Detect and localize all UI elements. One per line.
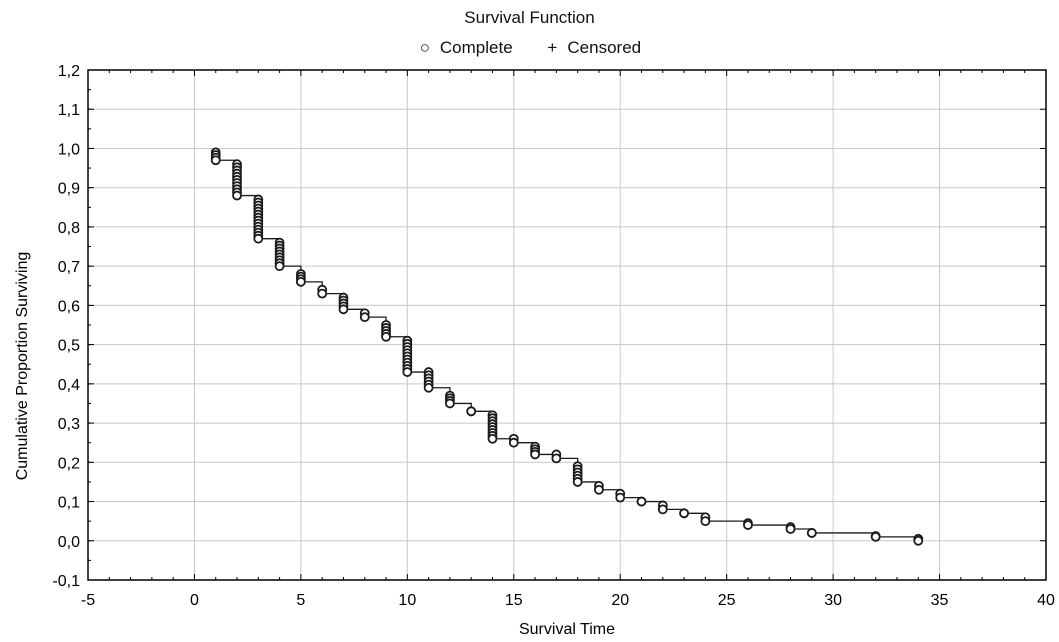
complete-point: [551, 453, 562, 464]
x-tick-label: 40: [1037, 592, 1055, 609]
complete-point: [806, 528, 817, 538]
y-tick-label: 0,1: [58, 495, 80, 512]
x-tick-label: 0: [190, 592, 199, 609]
complete-point: [381, 331, 391, 342]
y-tick-label: 0,6: [58, 298, 80, 315]
plus-marker-icon: +: [547, 38, 558, 57]
complete-point: [445, 398, 455, 409]
complete-point: [295, 276, 306, 287]
complete-point: [232, 190, 242, 201]
x-tick-label: 20: [611, 592, 629, 609]
complete-point: [338, 304, 349, 315]
complete-point: [594, 484, 604, 495]
legend: ○ Complete + Censored: [0, 38, 1059, 58]
legend-label-censored: Censored: [567, 38, 642, 57]
complete-point: [572, 477, 583, 487]
complete-point: [615, 492, 626, 503]
x-tick-label: 35: [931, 592, 949, 609]
legend-label-complete: Complete: [439, 38, 513, 57]
grid-lines: [88, 70, 1046, 580]
y-tick-label: 1,2: [58, 63, 80, 80]
data-markers: [210, 147, 924, 546]
y-tick-label: 0,9: [58, 181, 80, 198]
y-tick-labels: -0,1 0,0 0,1 0,2 0,3 0,4 0,5 0,6 0,7 0,8 0,9 1,0 1,1…: [52, 63, 80, 590]
x-tick-labels: -5 0 5 10 15 20 25 30 35 40: [81, 592, 1055, 609]
y-axis-label: Cumulative Proportion Surviving: [14, 252, 31, 481]
complete-point: [487, 433, 498, 444]
y-tick-label: 1,1: [58, 102, 80, 119]
plot-frame: [87, 69, 1047, 581]
complete-point: [785, 524, 796, 534]
complete-point: [423, 382, 434, 393]
x-axis-label: Survival Time: [519, 621, 615, 638]
y-tick-label: 0,8: [58, 220, 80, 237]
x-tick-label: 15: [505, 592, 523, 609]
complete-point: [253, 233, 264, 244]
survival-step-line: [215, 152, 919, 541]
complete-point: [530, 449, 540, 460]
axis-ticks: [87, 69, 1047, 581]
complete-point: [359, 312, 370, 323]
complete-point: [210, 155, 221, 166]
complete-point: [508, 437, 519, 448]
circle-marker-icon: ○: [419, 38, 431, 57]
y-tick-label: 0,4: [58, 377, 80, 394]
y-tick-label: 0,2: [58, 455, 80, 472]
complete-point: [636, 496, 647, 507]
legend-item-censored: + Censored: [545, 38, 641, 58]
complete-point: [913, 535, 924, 546]
y-tick-label: 0,0: [58, 534, 80, 551]
y-tick-label: 1,0: [58, 141, 80, 158]
x-tick-label: 5: [296, 592, 305, 609]
x-tick-label: 25: [718, 592, 736, 609]
legend-item-complete: ○ Complete: [418, 38, 513, 58]
complete-point: [700, 516, 711, 527]
complete-point: [870, 531, 881, 542]
x-tick-label: 10: [398, 592, 416, 609]
chart-title: Survival Function: [464, 8, 595, 27]
y-tick-label: -0,1: [52, 573, 80, 590]
complete-point: [317, 288, 328, 299]
y-tick-label: 0,7: [58, 259, 80, 276]
complete-point: [402, 367, 413, 377]
complete-point: [657, 504, 668, 515]
y-tick-label: 0,5: [58, 338, 80, 355]
survival-curve: [215, 152, 919, 541]
complete-point: [274, 261, 285, 272]
x-tick-label: -5: [81, 592, 95, 609]
complete-point: [679, 508, 689, 519]
complete-point: [466, 406, 477, 417]
y-tick-label: 0,3: [58, 416, 80, 433]
x-tick-label: 30: [824, 592, 842, 609]
complete-point: [743, 520, 753, 530]
